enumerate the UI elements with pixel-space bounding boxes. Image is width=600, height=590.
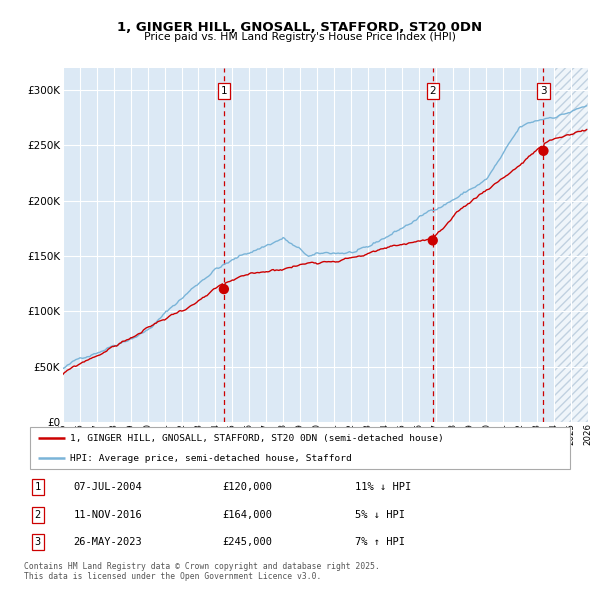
Text: 5% ↓ HPI: 5% ↓ HPI — [355, 510, 405, 520]
Point — [539, 146, 548, 156]
Text: 2: 2 — [430, 86, 436, 96]
Text: 07-JUL-2004: 07-JUL-2004 — [74, 483, 142, 493]
Bar — [554, 68, 588, 422]
Text: £245,000: £245,000 — [223, 537, 273, 547]
Point — [428, 236, 437, 245]
Text: 7% ↑ HPI: 7% ↑ HPI — [355, 537, 405, 547]
FancyBboxPatch shape — [30, 427, 570, 469]
Text: 1, GINGER HILL, GNOSALL, STAFFORD, ST20 0DN (semi-detached house): 1, GINGER HILL, GNOSALL, STAFFORD, ST20 … — [71, 434, 444, 443]
Text: 26-MAY-2023: 26-MAY-2023 — [74, 537, 142, 547]
Text: £120,000: £120,000 — [223, 483, 273, 493]
Text: 3: 3 — [35, 537, 41, 547]
Text: Price paid vs. HM Land Registry's House Price Index (HPI): Price paid vs. HM Land Registry's House … — [144, 32, 456, 42]
Point — [219, 284, 229, 294]
Text: Contains HM Land Registry data © Crown copyright and database right 2025.
This d: Contains HM Land Registry data © Crown c… — [24, 562, 380, 581]
Text: 11% ↓ HPI: 11% ↓ HPI — [355, 483, 412, 493]
Text: 1: 1 — [221, 86, 227, 96]
Text: 3: 3 — [540, 86, 547, 96]
Text: 11-NOV-2016: 11-NOV-2016 — [74, 510, 142, 520]
Text: HPI: Average price, semi-detached house, Stafford: HPI: Average price, semi-detached house,… — [71, 454, 352, 463]
Text: 1, GINGER HILL, GNOSALL, STAFFORD, ST20 0DN: 1, GINGER HILL, GNOSALL, STAFFORD, ST20 … — [118, 21, 482, 34]
Text: 2: 2 — [35, 510, 41, 520]
Text: 1: 1 — [35, 483, 41, 493]
Text: £164,000: £164,000 — [223, 510, 273, 520]
